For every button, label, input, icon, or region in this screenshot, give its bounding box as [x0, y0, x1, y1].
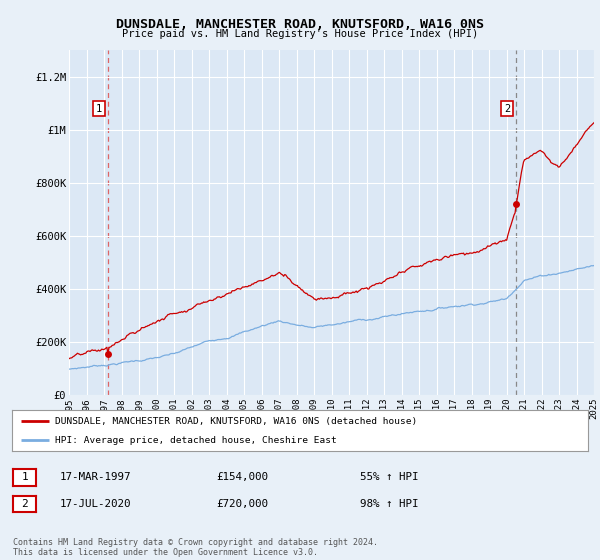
Text: 1: 1	[96, 104, 102, 114]
Text: 2: 2	[504, 104, 511, 114]
Text: Price paid vs. HM Land Registry's House Price Index (HPI): Price paid vs. HM Land Registry's House …	[122, 29, 478, 39]
Text: 1: 1	[21, 472, 28, 482]
Text: 2: 2	[21, 499, 28, 509]
Text: DUNSDALE, MANCHESTER ROAD, KNUTSFORD, WA16 0NS: DUNSDALE, MANCHESTER ROAD, KNUTSFORD, WA…	[116, 18, 484, 31]
Text: HPI: Average price, detached house, Cheshire East: HPI: Average price, detached house, Ches…	[55, 436, 337, 445]
Text: 17-JUL-2020: 17-JUL-2020	[60, 499, 131, 509]
Text: £720,000: £720,000	[216, 499, 268, 509]
Text: 98% ↑ HPI: 98% ↑ HPI	[360, 499, 419, 509]
Text: Contains HM Land Registry data © Crown copyright and database right 2024.
This d: Contains HM Land Registry data © Crown c…	[13, 538, 378, 557]
Text: 17-MAR-1997: 17-MAR-1997	[60, 472, 131, 482]
Text: 55% ↑ HPI: 55% ↑ HPI	[360, 472, 419, 482]
Text: DUNSDALE, MANCHESTER ROAD, KNUTSFORD, WA16 0NS (detached house): DUNSDALE, MANCHESTER ROAD, KNUTSFORD, WA…	[55, 417, 418, 426]
Text: £154,000: £154,000	[216, 472, 268, 482]
